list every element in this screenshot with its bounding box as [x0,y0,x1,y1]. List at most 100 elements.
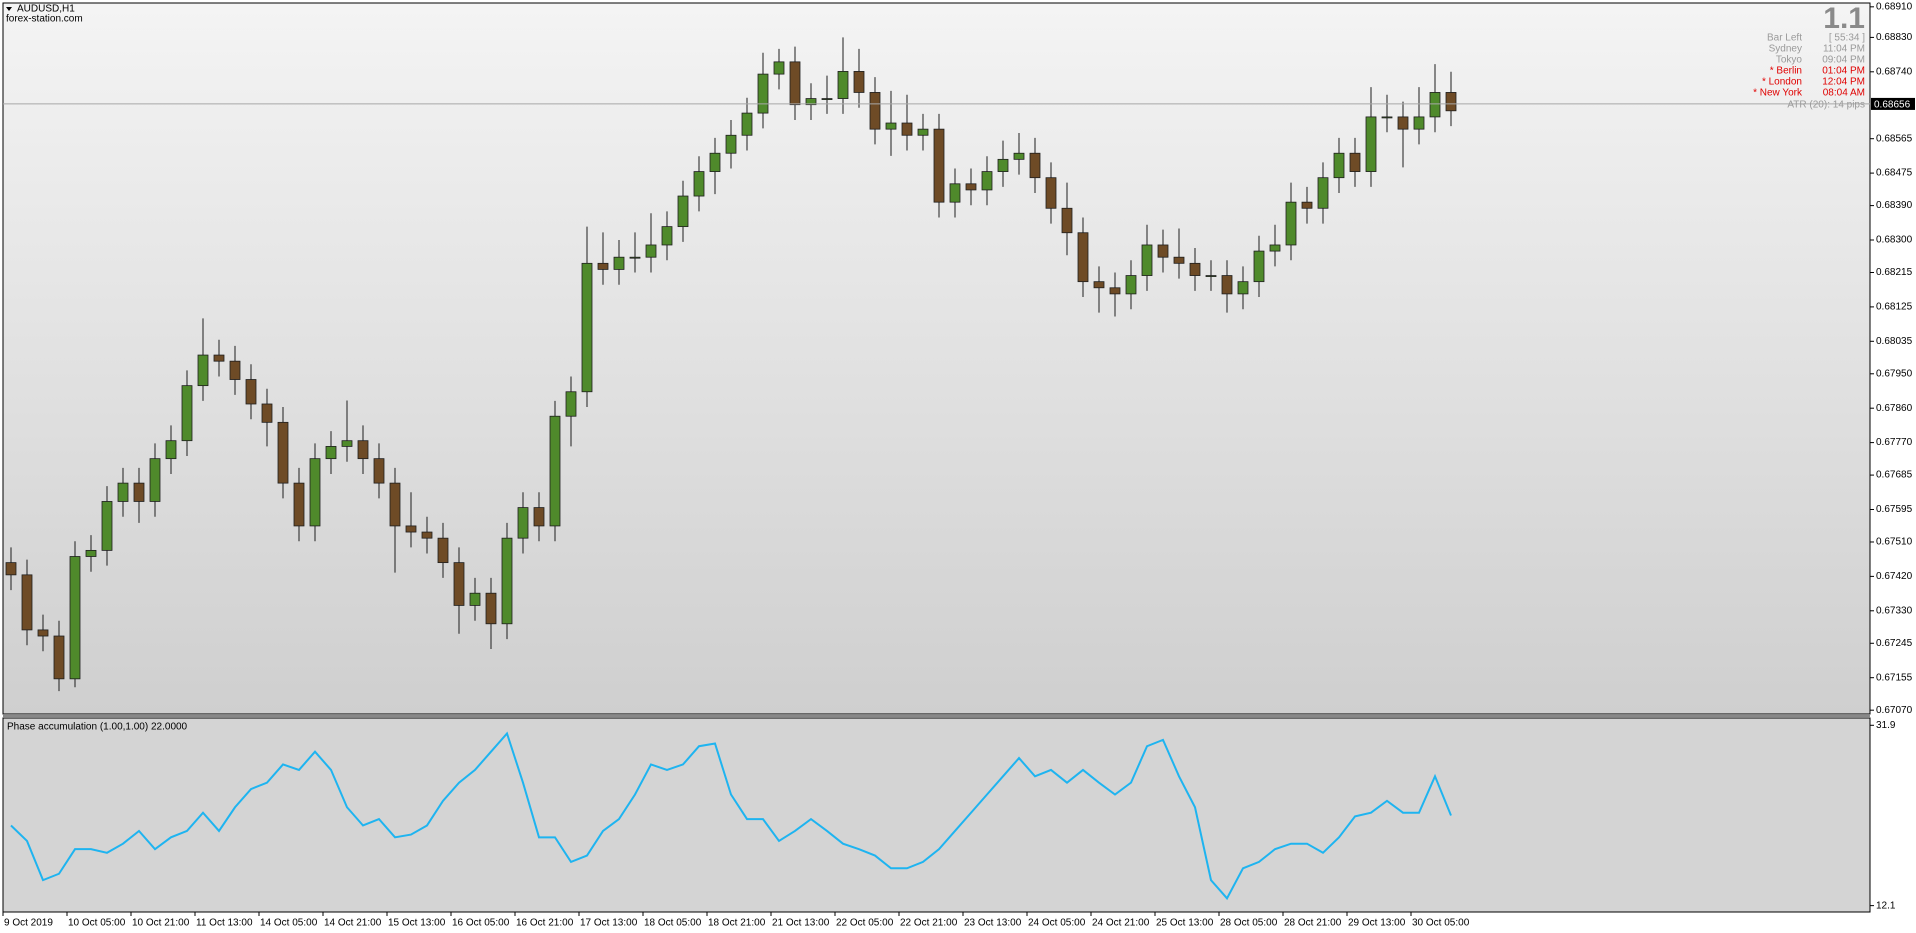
candle-body [1285,201,1297,246]
y-tick-label: 0.68740 [1876,66,1913,77]
x-tick-label: 11 Oct 13:00 [196,918,253,929]
y-tick-label: 0.67245 [1876,638,1913,649]
candle-body [1253,250,1265,283]
x-tick-label: 9 Oct 2019 [4,918,53,929]
candle-body [533,507,545,527]
candle-body [357,440,369,460]
x-tick-label: 18 Oct 05:00 [644,918,702,929]
candle-body [821,98,833,100]
candle-body [1173,256,1185,264]
candle-body [885,122,897,130]
info-label: * Berlin [1770,66,1802,77]
symbol-menu-arrow[interactable] [6,7,12,11]
main-pane [2,2,1871,715]
candle-body [1397,116,1409,130]
candle-body [645,244,657,258]
candle-body [69,556,81,680]
candle-body [181,385,193,442]
info-big-number: 1.1 [1823,2,1865,35]
x-tick-label: 18 Oct 21:00 [708,918,766,929]
candle-body [517,507,529,539]
candle-body [309,458,321,527]
y-tick-label: 0.67950 [1876,368,1913,379]
x-tick-label: 29 Oct 13:00 [1348,918,1406,929]
candle-body [917,128,929,136]
x-tick-label: 30 Oct 05:00 [1412,918,1470,929]
candle-body [661,226,673,246]
candle-body [245,379,257,405]
x-tick-label: 10 Oct 05:00 [68,918,126,929]
candle-body [117,482,129,502]
info-label: * London [1762,77,1802,88]
candle-body [1013,152,1025,160]
candle-body [293,482,305,527]
y-tick-label: 0.68390 [1876,200,1913,211]
y-tick-label: 0.68910 [1876,1,1913,12]
candle-body [1125,275,1137,295]
candle-body [1445,92,1457,112]
info-label: Tokyo [1776,55,1803,66]
y-tick-label: 12.1 [1876,900,1896,911]
candle-body [213,354,225,362]
candle-body [629,256,641,259]
candle-body [805,98,817,106]
x-tick-label: 22 Oct 21:00 [900,918,958,929]
candle-body [1045,177,1057,209]
candle-body [1141,244,1153,276]
candle-body [389,482,401,527]
candle-body [373,458,385,484]
y-tick-label: 0.68475 [1876,168,1913,179]
candle-body [1349,152,1361,172]
candle-body [453,562,465,606]
y-tick-label: 0.67420 [1876,571,1913,582]
x-tick-label: 22 Oct 05:00 [836,918,894,929]
x-tick-label: 16 Oct 05:00 [452,918,510,929]
candle-body [677,195,689,228]
y-tick-label: 31.9 [1876,720,1896,731]
info-label: Bar Left [1767,33,1802,44]
y-tick-label: 0.67070 [1876,705,1913,716]
candle-body [725,134,737,154]
x-tick-label: 24 Oct 05:00 [1028,918,1086,929]
candle-body [773,61,785,75]
x-tick-label: 24 Oct 21:00 [1092,918,1150,929]
info-value: 11:04 PM [1823,44,1865,55]
candle-body [1205,275,1217,277]
candle-body [277,421,289,484]
candle-body [869,92,881,130]
candle-body [133,482,145,502]
y-tick-label: 0.67685 [1876,470,1913,481]
candle-body [501,537,513,625]
y-tick-label: 0.68215 [1876,267,1913,278]
candle-body [837,71,849,99]
x-tick-label: 10 Oct 21:00 [132,918,190,929]
indicator-pane [2,717,1871,913]
info-value: 01:04 PM [1822,66,1865,77]
candle-body [101,501,113,551]
candle-body [741,112,753,136]
info-label: Sydney [1769,44,1802,55]
candle-body [1429,92,1441,118]
candle-body [581,262,593,393]
y-tick-label: 0.68830 [1876,32,1913,43]
candle-body [901,122,913,136]
candle-body [53,635,65,680]
candle-body [485,592,497,625]
info-value: 12:04 PM [1822,77,1865,88]
candle-body [853,71,865,93]
candle-body [613,256,625,270]
candle-body [1317,177,1329,209]
candle-body [1221,275,1233,295]
x-tick-label: 16 Oct 21:00 [516,918,574,929]
info-atr: ATR (20): 14 pips [1787,100,1865,111]
x-tick-label: 28 Oct 21:00 [1284,918,1342,929]
candle-body [1269,244,1281,252]
x-tick-label: 17 Oct 13:00 [580,918,638,929]
candle-body [1237,281,1249,295]
current-price-tag [1871,97,1915,110]
candle-body [597,262,609,270]
candle-body [165,440,177,460]
indicator-line [10,731,1452,901]
candle-body [21,574,33,631]
